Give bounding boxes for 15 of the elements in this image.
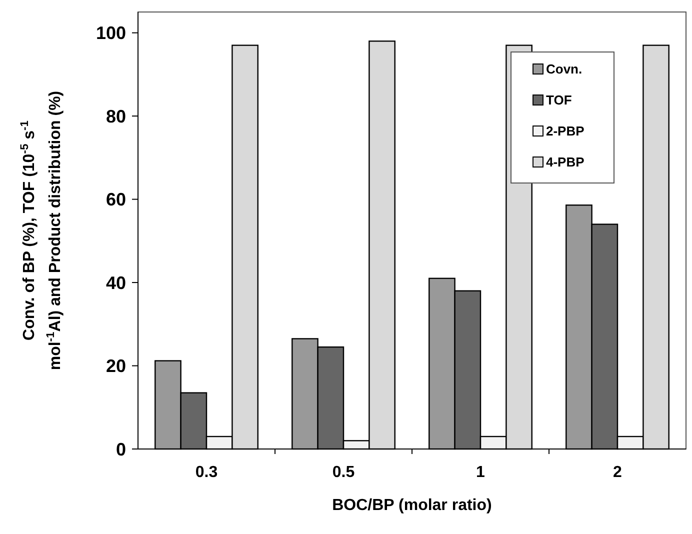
x-axis-title: BOC/BP (molar ratio) [332, 497, 492, 514]
y-tick-label: 20 [106, 356, 126, 376]
y-tick-label: 40 [106, 272, 126, 293]
legend-label: Covn. [546, 62, 582, 77]
y-tick-label: 100 [96, 23, 126, 44]
y-tick-label: 60 [106, 190, 126, 210]
legend-label: 4-PBP [546, 154, 585, 170]
legend-label: 2-PBP [546, 124, 585, 139]
x-tick-label: 0.3 [195, 464, 218, 481]
x-tick-label: 2 [613, 464, 622, 481]
y-tick-label: 0 [116, 439, 126, 460]
y-tick-label: 80 [106, 106, 126, 126]
legend-label: TOF [546, 92, 572, 108]
x-tick-label: 0.5 [332, 464, 355, 481]
x-tick-label: 1 [476, 464, 486, 481]
